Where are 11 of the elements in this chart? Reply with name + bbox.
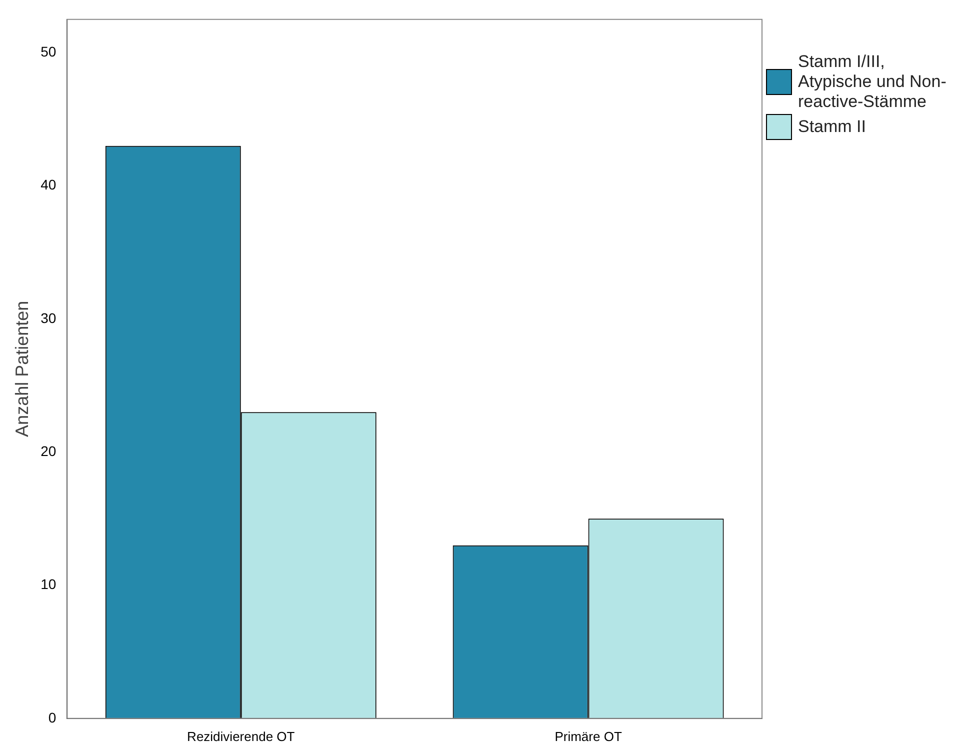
y-tick-label: 40 [40,176,56,193]
x-tick-label: Rezidivierende OT [187,728,295,744]
y-tick-label: 50 [40,44,56,60]
y-tick-label: 30 [40,310,56,326]
y-tick-label: 0 [48,709,56,726]
y-axis-title: Anzahl Patienten [12,300,32,437]
legend-label: Stamm II [798,117,866,137]
x-tick-label: Primäre OT [554,728,622,744]
y-tick-label: 10 [40,576,56,592]
y-tick-label: 20 [40,442,56,459]
legend-label: Stamm I/III, Atypische und Non-reactive-Stämme [798,52,948,112]
